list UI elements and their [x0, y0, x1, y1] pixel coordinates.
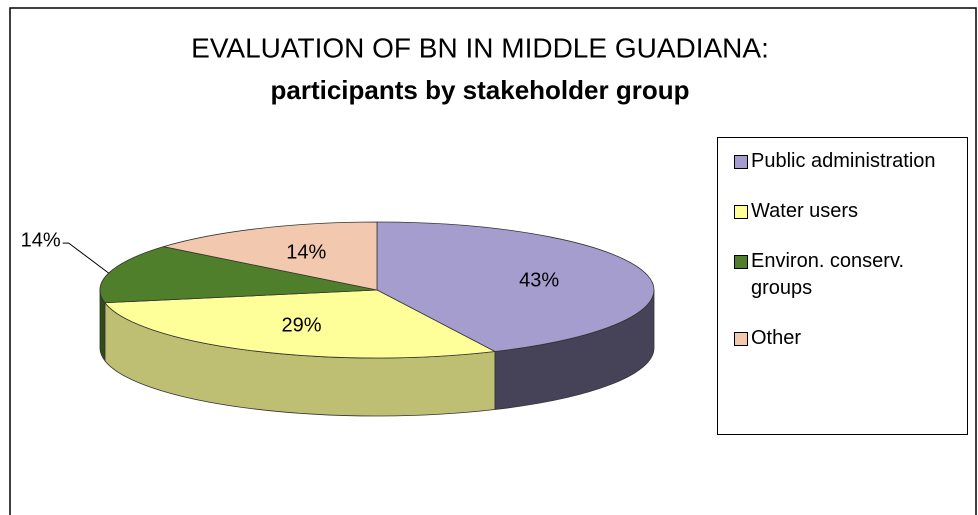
pie-slice [104, 289, 497, 359]
legend-label: Water users [751, 200, 859, 222]
data-label: 43% [519, 269, 559, 291]
data-label: 14% [21, 229, 61, 251]
leader-line [62, 242, 110, 274]
legend-label: Other [751, 327, 802, 349]
data-label: 14% [286, 241, 326, 263]
legend-swatch [734, 332, 748, 346]
pie-slice [376, 221, 655, 352]
legend-label: Public administration [751, 150, 936, 172]
legend-entry: Other [734, 325, 967, 352]
legend-entry: Water users [734, 198, 967, 225]
legend-label: Environ. conserv. groups [751, 250, 905, 299]
legend-swatch [734, 255, 748, 269]
chart-subtitle: participants by stakeholder group [271, 75, 690, 105]
data-label: 29% [282, 315, 322, 337]
legend-swatch [734, 205, 748, 219]
chart-title: EVALUATION OF BN IN MIDDLE GUADIANA: [191, 32, 769, 63]
pie-slice [163, 221, 378, 291]
legend-swatch [734, 155, 748, 169]
legend-entry: Public administration [734, 148, 967, 175]
legend: Public administration Water users Environ.… [717, 137, 968, 435]
legend-entry: Environ. conserv. groups [734, 248, 967, 302]
